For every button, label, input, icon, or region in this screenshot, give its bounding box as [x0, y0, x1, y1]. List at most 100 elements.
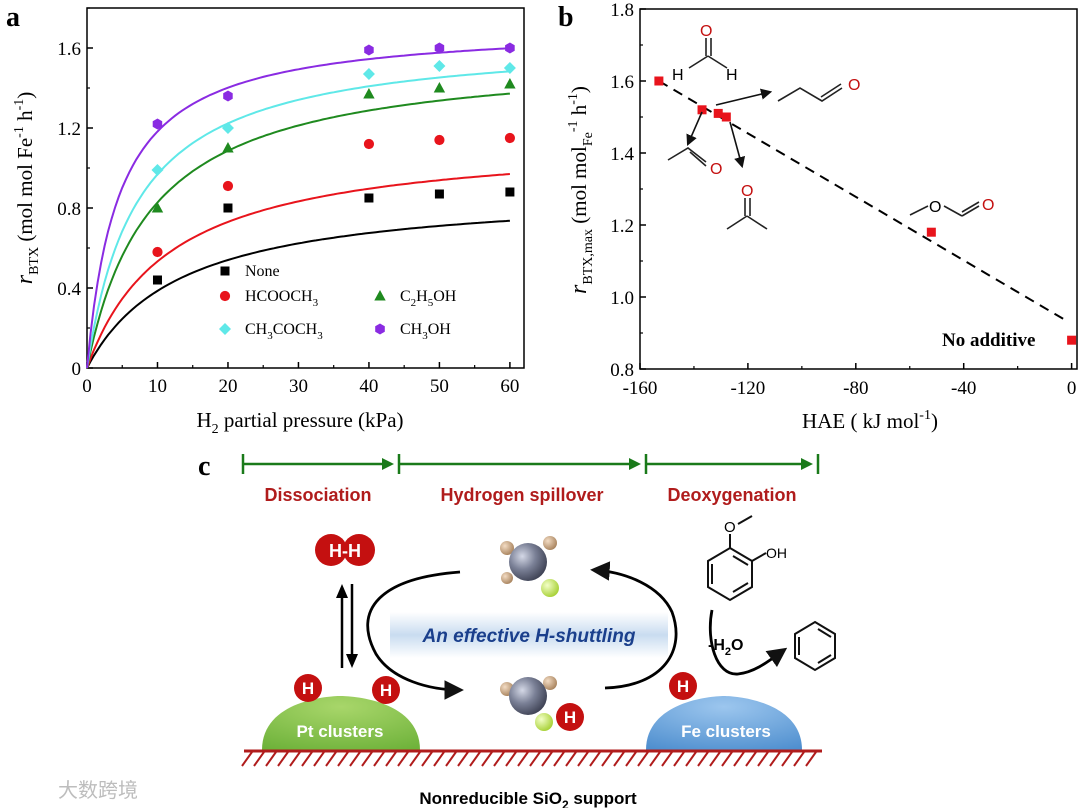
acetone-structure: [726, 198, 768, 230]
panel-a: a 0 10 20 30 40 50 60 0 0.4 0.8 1.2 1.6 None HCOOCH3…: [6, 2, 525, 437]
plot-a-xtick-label: 60: [500, 376, 519, 397]
plot-b-xtick-label: 0: [1067, 378, 1077, 399]
data-point: [362, 68, 375, 80]
panel-a-letter: a: [6, 2, 20, 33]
data-point: [504, 78, 516, 89]
fe-cluster: Fe clusters: [646, 696, 802, 750]
propanal-o: O: [848, 77, 860, 94]
legend-marker: [220, 266, 230, 276]
deoxygenation-arrow: [708, 609, 788, 676]
stage-hydrogen-spillover: Hydrogen spillover: [440, 485, 603, 505]
data-point: [434, 189, 444, 199]
plot-a-xtick-label: 30: [289, 376, 308, 397]
data-point: [434, 134, 445, 146]
data-point: [152, 275, 162, 285]
plot-b-frame: [639, 8, 1078, 370]
plot-b-xtick-label: -80: [843, 378, 868, 399]
legend-marker: [374, 290, 386, 301]
panel-b-letter: b: [558, 2, 574, 33]
fit-curve: [86, 173, 510, 369]
water-loss-label: -H2O: [708, 637, 743, 658]
plot-a-ylabel: rBTX (mol mol Fe-1 h-1): [12, 92, 42, 285]
svg-text:H: H: [677, 677, 689, 696]
data-point: [721, 112, 731, 122]
legend-label: HCOOCH3: [245, 288, 319, 309]
formaldehyde-h-right: H: [726, 67, 738, 84]
stage-timeline: [241, 454, 820, 474]
data-point: [223, 90, 233, 102]
plot-b-annotation: No additive: [942, 330, 1035, 351]
svg-text:H: H: [302, 679, 314, 698]
pt-cluster: Pt clusters: [262, 696, 420, 750]
data-point: [152, 246, 163, 258]
sio2-support: [241, 749, 822, 767]
molecule-pointer-arrows: [686, 88, 773, 169]
plot-a-ytick-label: 1.2: [57, 119, 81, 140]
svg-text:H: H: [380, 681, 392, 700]
equilibrium-arrows: [336, 584, 358, 668]
panel-c-letter: c: [198, 451, 210, 482]
plot-a-ytick-label: 0.4: [57, 279, 81, 300]
acetaldehyde-structure: [667, 147, 707, 167]
plot-b-xlabel: HAE ( kJ mol-1): [802, 408, 938, 433]
plot-b-ytick-label: 1.0: [610, 288, 634, 309]
data-point: [151, 164, 164, 176]
legend-marker: [375, 323, 385, 335]
benzene-structure: [794, 620, 836, 672]
guaiacol-oh: OH: [766, 545, 787, 561]
data-point: [505, 187, 515, 197]
svg-text:Fe clusters: Fe clusters: [681, 722, 771, 741]
methyl-formate-o2: O: [982, 197, 994, 214]
propanal-structure: [777, 83, 843, 102]
guaiacol-o: O: [724, 519, 736, 536]
plot-a-xlabel: H2 partial pressure (kPa): [196, 408, 403, 437]
data-point: [503, 62, 516, 74]
data-point: [926, 227, 936, 237]
plot-b-xtick-label: -120: [730, 378, 765, 399]
stage-dissociation: Dissociation: [264, 485, 371, 505]
data-point: [1067, 335, 1077, 345]
formaldehyde-structure: [688, 38, 728, 69]
plot-a-legend: None HCOOCH3 C2H5OH CH3COCH3 CH3OH: [219, 263, 457, 342]
legend-label: None: [245, 263, 280, 280]
spillover-species-bottom: H: [500, 676, 584, 731]
methyl-formate-structure: [909, 201, 980, 217]
plot-b-xtick-label: -160: [623, 378, 658, 399]
formaldehyde-o: O: [700, 23, 712, 40]
plot-a-xtick-label: 40: [359, 376, 378, 397]
plot-b-ytick-label: 0.8: [610, 360, 634, 381]
plot-a-ytick-label: 0: [72, 359, 82, 380]
data-point: [364, 193, 374, 203]
data-point: [697, 105, 707, 115]
data-point: [654, 76, 664, 86]
stage-deoxygenation: Deoxygenation: [667, 485, 796, 505]
data-point: [505, 42, 515, 54]
fe-h-atom: H: [669, 672, 697, 700]
plot-b-xtick-label: -40: [951, 378, 976, 399]
trend-line: [658, 80, 1070, 324]
acetone-o: O: [741, 183, 753, 200]
plot-a-ytick-label: 1.6: [57, 39, 81, 60]
svg-text:Pt clusters: Pt clusters: [297, 722, 384, 741]
acetaldehyde-o: O: [710, 161, 722, 178]
support-label: Nonreducible SiO2 support: [419, 789, 637, 808]
plot-a-xtick-label: 0: [82, 376, 92, 397]
data-point: [223, 203, 233, 213]
plot-b-points: [654, 76, 1077, 345]
legend-label: CH3COCH3: [245, 321, 323, 342]
data-point: [713, 108, 723, 118]
pt-h-atom-right: H: [372, 676, 400, 704]
plot-a-xtick-label: 50: [430, 376, 449, 397]
guaiacol-structure: [707, 515, 767, 602]
data-point: [222, 180, 234, 192]
svg-text:An effective H-shuttling: An effective H-shuttling: [422, 626, 636, 647]
plot-b-ytick-label: 1.8: [610, 0, 634, 21]
svg-text:H: H: [564, 708, 576, 727]
data-point: [434, 42, 445, 54]
plot-b-ytick-label: 1.2: [610, 216, 634, 237]
data-point: [363, 88, 375, 99]
plot-a-frame: [86, 7, 525, 369]
formaldehyde-h-left: H: [672, 67, 684, 84]
legend-label: C2H5OH: [400, 288, 457, 309]
